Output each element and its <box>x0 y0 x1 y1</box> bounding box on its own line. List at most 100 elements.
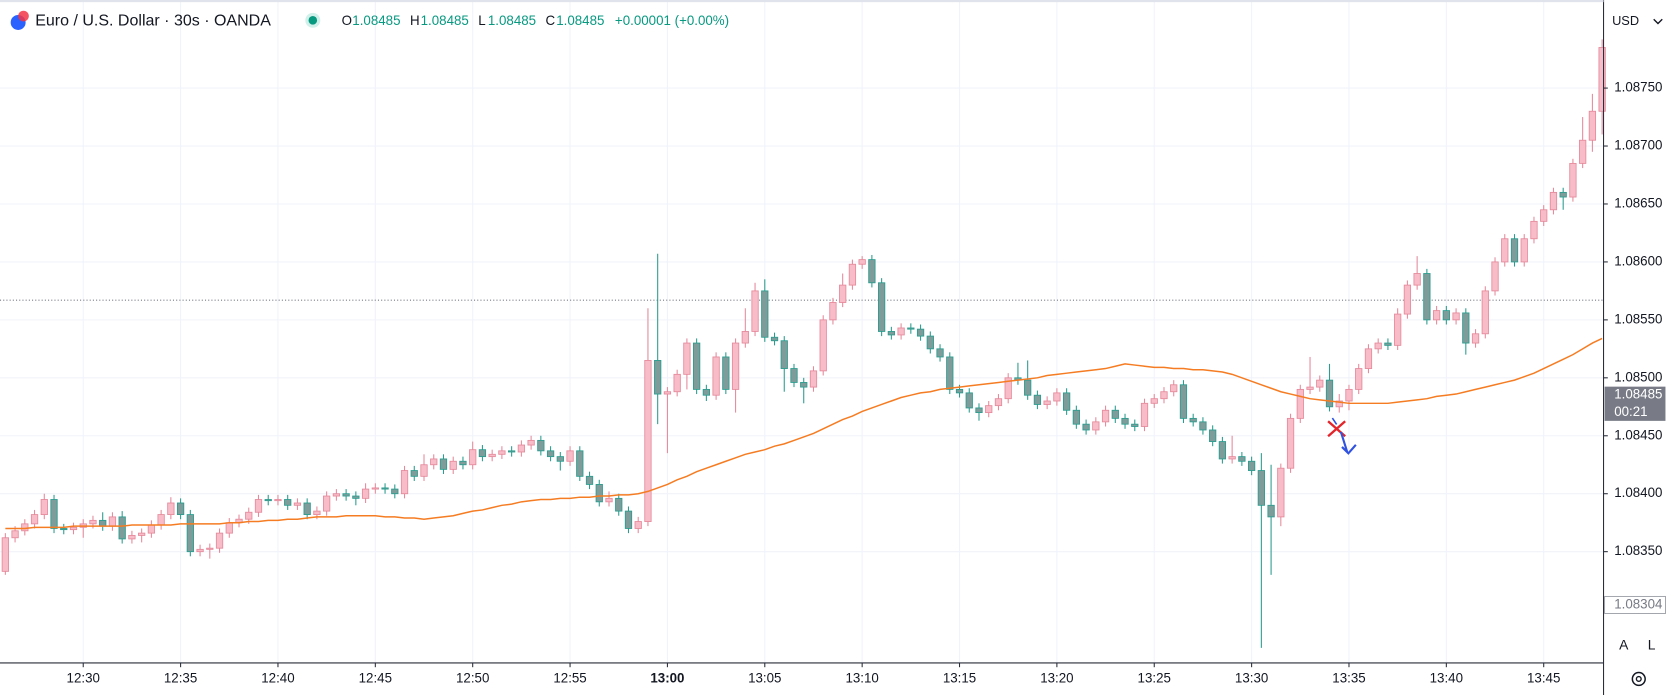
auto-button[interactable] <box>1613 635 1635 657</box>
candle <box>1588 93 1597 152</box>
grid <box>0 0 1604 663</box>
candle <box>576 446 584 481</box>
candle-body <box>361 488 370 499</box>
candle-body <box>1062 392 1071 411</box>
candle <box>1247 456 1256 476</box>
candle-body <box>615 497 623 512</box>
candle-body <box>1179 384 1188 419</box>
candle <box>1170 380 1178 397</box>
candle-body <box>556 456 564 462</box>
candle-body <box>30 514 39 525</box>
candle-body <box>206 547 214 550</box>
candle <box>1432 305 1441 325</box>
candle-body <box>985 405 993 414</box>
candle-body <box>245 511 253 520</box>
candle <box>186 509 194 557</box>
candle-body <box>819 319 827 372</box>
candle <box>1277 463 1285 527</box>
candle <box>566 446 574 466</box>
candle-body <box>1413 273 1421 286</box>
x-tick-label: 13:35 <box>1332 670 1365 685</box>
candle-body <box>1355 368 1363 390</box>
candle-body <box>89 519 97 525</box>
candle <box>985 400 993 418</box>
candle <box>1403 280 1412 319</box>
candle <box>537 435 545 456</box>
candle <box>1209 425 1217 447</box>
x-tick-label: 13:15 <box>943 670 976 685</box>
candle <box>877 278 886 337</box>
candle-body <box>69 526 78 531</box>
gear-inner[interactable] <box>1635 675 1642 683</box>
settings-button[interactable] <box>1631 671 1646 687</box>
candle <box>731 338 740 413</box>
currency-button-bg[interactable] <box>1605 8 1668 35</box>
candle-body <box>1121 417 1129 425</box>
candle-body <box>1228 456 1236 460</box>
current-price-label: 1.08485 <box>1614 387 1662 402</box>
o-value: 1.08485 <box>352 13 400 28</box>
scale-buttons[interactable]: A L <box>1613 635 1663 657</box>
candle-body <box>683 342 691 375</box>
candle-body <box>1053 392 1061 402</box>
candle <box>654 253 662 425</box>
candle <box>420 454 428 481</box>
candle <box>1462 308 1470 355</box>
candle-body <box>371 487 379 490</box>
candle-body <box>1150 398 1158 404</box>
log-button[interactable] <box>1640 635 1663 657</box>
x-tick-label: 13:10 <box>845 670 878 685</box>
candle-body <box>1218 441 1227 460</box>
candle-body <box>1432 310 1441 321</box>
chevron[interactable] <box>1653 18 1663 25</box>
candle-body <box>1131 423 1139 427</box>
candle <box>498 446 506 459</box>
candle <box>683 338 691 390</box>
candle <box>517 440 526 457</box>
l-label: L <box>478 13 485 28</box>
candle-body <box>478 449 487 458</box>
y-tick-label: 1.08600 <box>1614 253 1662 268</box>
candle-body <box>751 290 759 332</box>
candle-body <box>1024 379 1032 396</box>
candle <box>1559 187 1567 210</box>
ohlc-legend: O 1.08485 H 1.08485 L 1.08485 C 1.08485 … <box>342 13 729 28</box>
candle <box>663 387 672 454</box>
candle-body <box>994 398 1003 407</box>
log-label[interactable]: L <box>1648 636 1656 652</box>
candle <box>1442 305 1450 325</box>
candle-body <box>1004 377 1012 400</box>
auto-label[interactable]: A <box>1619 636 1629 652</box>
candle <box>1335 394 1343 413</box>
candle <box>1062 388 1071 415</box>
candle <box>303 498 311 520</box>
candle <box>1004 373 1012 404</box>
candle <box>1374 338 1382 354</box>
candle-body <box>167 502 175 516</box>
drawing-arrow <box>1339 431 1357 455</box>
gear-outer[interactable] <box>1631 671 1646 687</box>
x-tick-label: 13:05 <box>748 670 781 685</box>
candle <box>60 523 68 535</box>
x-tick-label: 12:40 <box>261 670 294 685</box>
candle <box>167 497 175 520</box>
candle <box>1082 419 1090 435</box>
candle-body <box>1238 456 1246 462</box>
candle-body <box>1043 400 1051 405</box>
candle-body <box>576 450 584 477</box>
candle <box>1491 257 1499 296</box>
candle <box>994 394 1003 411</box>
candle <box>323 491 331 516</box>
currency-label[interactable]: USD <box>1612 13 1639 28</box>
candle <box>371 483 379 494</box>
candle-body <box>1267 504 1275 518</box>
candle-body <box>225 522 233 534</box>
candle-body <box>887 331 895 336</box>
c-label: C <box>546 13 556 28</box>
candle <box>1199 417 1207 435</box>
candle-body <box>1189 417 1197 423</box>
currency-button[interactable]: USD <box>1605 8 1668 35</box>
candle-body <box>546 450 555 458</box>
candle <box>469 441 477 470</box>
